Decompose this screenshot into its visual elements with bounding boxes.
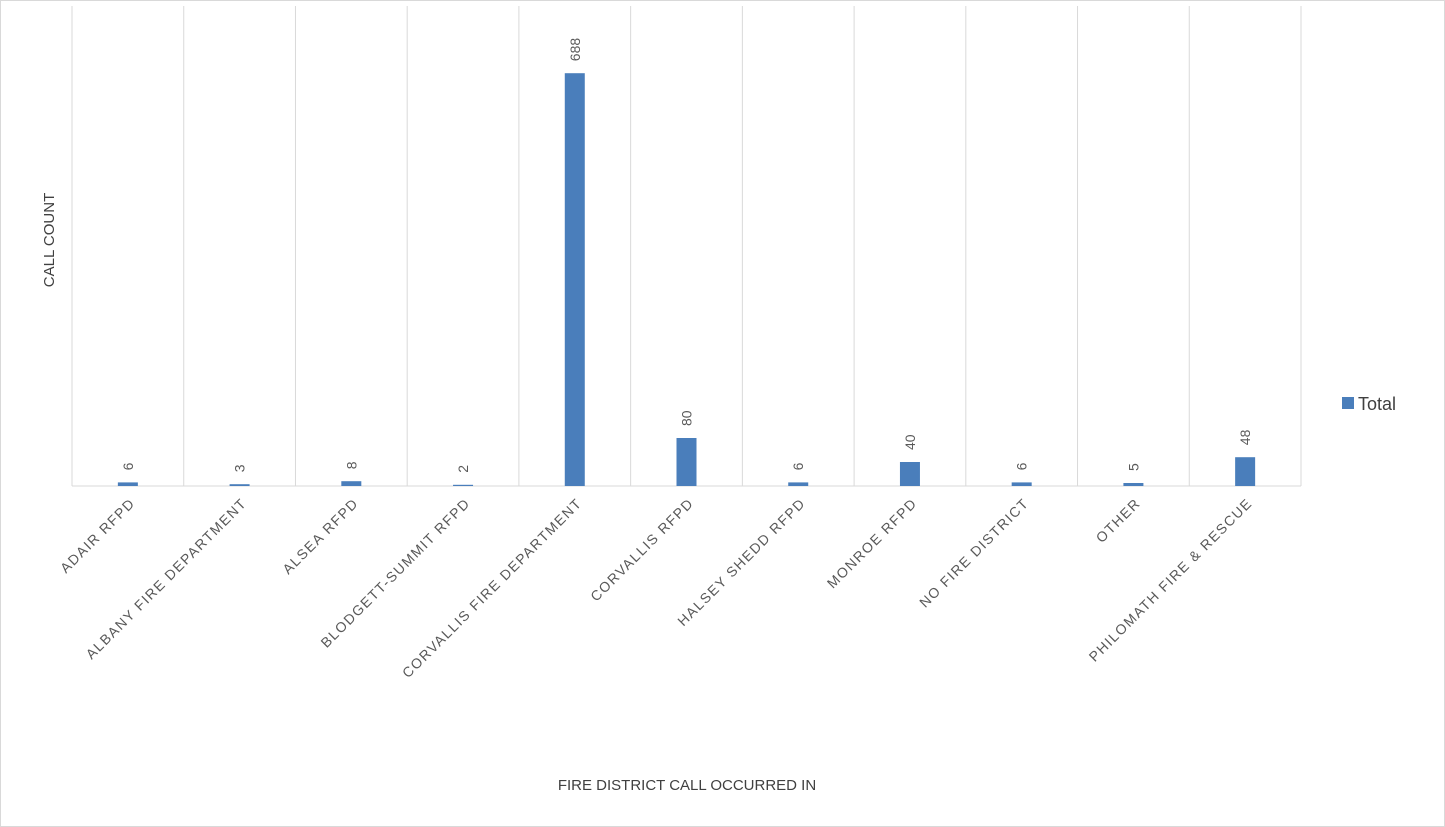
bar-albany-fire-department [229, 484, 250, 486]
bar-corvallis-rfpd [676, 438, 697, 486]
x-tick-label: MONROE RFPD [824, 495, 920, 591]
bar-halsey-shedd-rfpd [788, 482, 809, 486]
bars [117, 73, 1256, 486]
x-tick-label: ADAIR RFPD [57, 495, 138, 576]
data-label: 5 [1125, 463, 1141, 471]
x-tick-label: CORVALLIS RFPD [587, 495, 697, 605]
legend-label: Total [1358, 394, 1396, 414]
legend: Total [1342, 394, 1396, 414]
data-label: 80 [679, 410, 695, 426]
data-label: 48 [1237, 429, 1253, 445]
data-label: 688 [567, 38, 583, 62]
data-label: 8 [343, 461, 359, 469]
data-label: 6 [790, 462, 806, 470]
data-labels: 6 3 8 2 688 80 6 40 6 5 48 [120, 38, 1253, 473]
x-tick-label: ALSEA RFPD [279, 495, 361, 577]
legend-swatch [1342, 397, 1354, 409]
bar-no-fire-district [1011, 482, 1032, 486]
bar-other [1123, 483, 1144, 486]
bar-monroe-rfpd [899, 462, 920, 486]
bar-blodgett-summit-rfpd [453, 484, 474, 486]
x-axis-title: FIRE DISTRICT CALL OCCURRED IN [558, 777, 816, 794]
y-axis-title: CALL COUNT [41, 193, 58, 287]
data-label: 3 [232, 464, 248, 472]
data-label: 6 [1014, 462, 1030, 470]
bar-philomath-fire-rescue [1235, 457, 1256, 486]
gridlines [71, 6, 1302, 486]
bar-corvallis-fire-department [564, 73, 585, 486]
x-tick-label: HALSEY SHEDD RFPD [674, 495, 808, 629]
data-label: 6 [120, 462, 136, 470]
x-tick-label: CORVALLIS FIRE DEPARTMENT [399, 495, 585, 681]
data-label: 40 [902, 434, 918, 450]
x-tick-label: NO FIRE DISTRICT [916, 495, 1032, 611]
bar-adair-rfpd [117, 482, 138, 486]
bar-alsea-rfpd [341, 481, 362, 486]
data-label: 2 [455, 465, 471, 473]
x-tick-label: OTHER [1093, 495, 1144, 546]
